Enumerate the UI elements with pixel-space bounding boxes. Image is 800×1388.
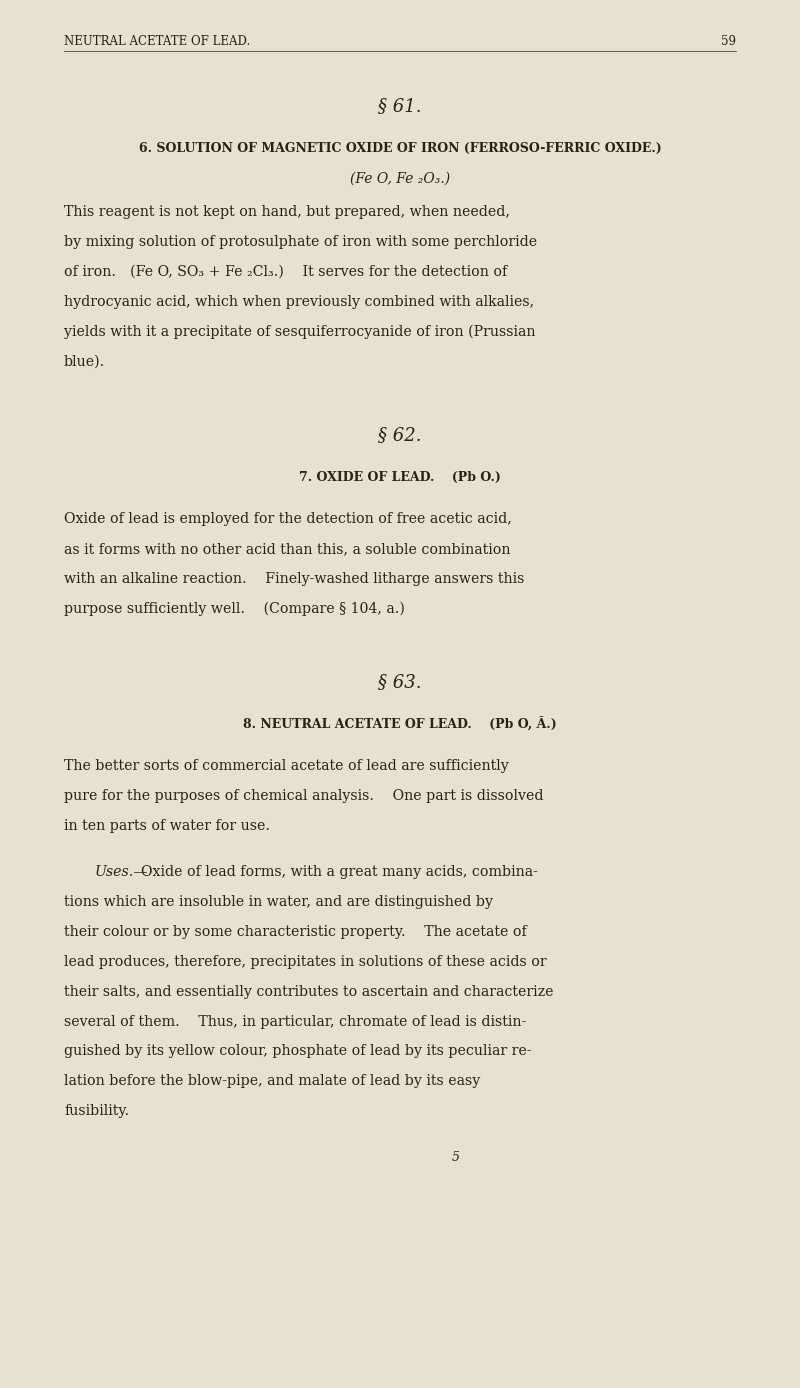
Text: § 61.: § 61.: [378, 97, 422, 115]
Text: blue).: blue).: [64, 355, 106, 369]
Text: NEUTRAL ACETATE OF LEAD.: NEUTRAL ACETATE OF LEAD.: [64, 35, 250, 47]
Text: 8. NEUTRAL ACETATE OF LEAD.    (Pb O, Ā.): 8. NEUTRAL ACETATE OF LEAD. (Pb O, Ā.): [243, 718, 557, 731]
Text: in ten parts of water for use.: in ten parts of water for use.: [64, 819, 270, 833]
Text: (Fe O, Fe ₂O₃.): (Fe O, Fe ₂O₃.): [350, 172, 450, 186]
Text: § 62.: § 62.: [378, 426, 422, 444]
Text: their colour or by some characteristic property.  The acetate of: their colour or by some characteristic p…: [64, 926, 526, 940]
Text: their salts, and essentially contributes to ascertain and characterize: their salts, and essentially contributes…: [64, 985, 554, 999]
Text: yields with it a precipitate of sesquiferrocyanide of iron (Prussian: yields with it a precipitate of sesquife…: [64, 325, 535, 339]
Text: by mixing solution of protosulphate of iron with some perchloride: by mixing solution of protosulphate of i…: [64, 236, 537, 250]
Text: 5: 5: [452, 1151, 460, 1163]
Text: guished by its yellow colour, phosphate of lead by its peculiar re-: guished by its yellow colour, phosphate …: [64, 1045, 531, 1059]
Text: lead produces, therefore, precipitates in solutions of these acids or: lead produces, therefore, precipitates i…: [64, 955, 546, 969]
Text: several of them.  Thus, in particular, chromate of lead is distin-: several of them. Thus, in particular, ch…: [64, 1015, 526, 1029]
Text: 6. SOLUTION OF MAGNETIC OXIDE OF IRON (FERROSO-FERRIC OXIDE.): 6. SOLUTION OF MAGNETIC OXIDE OF IRON (F…: [138, 142, 662, 154]
Text: Oxide of lead forms, with a great many acids, combina-: Oxide of lead forms, with a great many a…: [141, 866, 538, 880]
Text: pure for the purposes of chemical analysis.  One part is dissolved: pure for the purposes of chemical analys…: [64, 790, 543, 804]
Text: 59: 59: [721, 35, 736, 47]
Text: with an alkaline reaction.  Finely-washed litharge answers this: with an alkaline reaction. Finely-washed…: [64, 572, 524, 586]
Text: This reagent is not kept on hand, but prepared, when needed,: This reagent is not kept on hand, but pr…: [64, 205, 510, 219]
Text: Uses.—: Uses.—: [94, 866, 148, 880]
Text: as it forms with no other acid than this, a soluble combination: as it forms with no other acid than this…: [64, 543, 510, 557]
Text: lation before the blow-pipe, and malate of lead by its easy: lation before the blow-pipe, and malate …: [64, 1074, 480, 1088]
Text: hydrocyanic acid, which when previously combined with alkalies,: hydrocyanic acid, which when previously …: [64, 296, 534, 310]
Text: 7. OXIDE OF LEAD.    (Pb O.): 7. OXIDE OF LEAD. (Pb O.): [299, 471, 501, 483]
Text: fusibility.: fusibility.: [64, 1105, 129, 1119]
Text: Oxide of lead is employed for the detection of free acetic acid,: Oxide of lead is employed for the detect…: [64, 512, 512, 526]
Text: purpose sufficiently well.  (Compare § 104, a.): purpose sufficiently well. (Compare § 10…: [64, 602, 405, 616]
Text: of iron. (Fe O, SO₃ + Fe ₂Cl₃.)  It serves for the detection of: of iron. (Fe O, SO₃ + Fe ₂Cl₃.) It serve…: [64, 265, 507, 279]
Text: tions which are insoluble in water, and are distinguished by: tions which are insoluble in water, and …: [64, 895, 493, 909]
Text: The better sorts of commercial acetate of lead are sufficiently: The better sorts of commercial acetate o…: [64, 759, 509, 773]
Text: § 63.: § 63.: [378, 673, 422, 691]
